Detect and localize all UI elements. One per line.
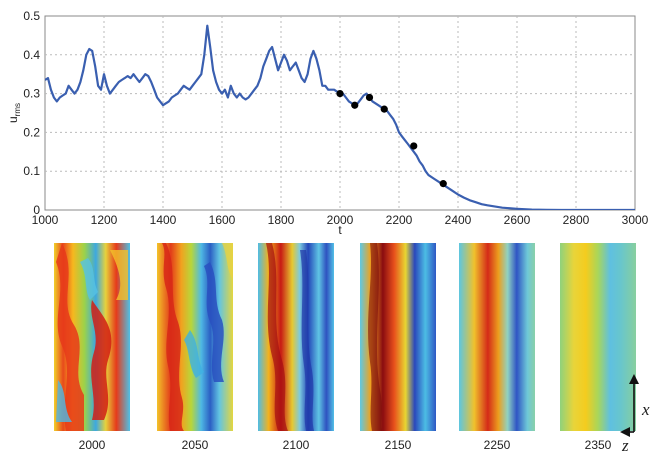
- snapshot-2100: [258, 243, 334, 431]
- snapshot-marker: [410, 142, 418, 150]
- snapshot-marker: [351, 101, 359, 109]
- plot-area: 1000 1200 1400 1600 1800 2000 2200 2400 2600 2800…: [23, 9, 648, 227]
- x-axis-label: t: [338, 223, 342, 237]
- x-direction-label: x: [641, 400, 650, 419]
- axis-orientation: x z: [620, 374, 650, 455]
- svg-text:urms: urms: [6, 103, 22, 123]
- snapshot-marker: [380, 105, 388, 113]
- snapshot-2050: [157, 243, 233, 431]
- y-tick-label: 0.5: [23, 9, 40, 23]
- snapshot-2250: [459, 243, 535, 431]
- y-tick-label: 0.3: [23, 87, 40, 101]
- snapshot-marker: [336, 90, 344, 98]
- z-direction-label: z: [621, 436, 629, 455]
- x-tick-label: 3000: [622, 213, 649, 227]
- y-tick-label: 0.1: [23, 164, 40, 178]
- snapshot-2150: [360, 243, 436, 431]
- x-tick-label: 1200: [91, 213, 118, 227]
- snapshot-marker: [439, 180, 447, 188]
- snapshot-label-2150: 2150: [385, 438, 412, 452]
- urms-series-line: [45, 24, 635, 210]
- snapshot-markers: [336, 90, 447, 188]
- x-tick-label: 2200: [386, 213, 413, 227]
- x-tick-label: 2400: [445, 213, 472, 227]
- x-tick-label: 1800: [268, 213, 295, 227]
- x-tick-label: 1000: [32, 213, 59, 227]
- y-tick-label: 0: [33, 203, 40, 217]
- y-axis-label: urms: [6, 103, 22, 123]
- snapshot-label-2050: 2050: [182, 438, 209, 452]
- snapshot-marker: [365, 93, 374, 102]
- x-tick-label: 2800: [563, 213, 590, 227]
- snapshot-label-2100: 2100: [283, 438, 310, 452]
- up-arrowhead-icon: [629, 374, 639, 384]
- x-tick-label: 2000: [327, 213, 354, 227]
- snapshot-row: 2000 2050 2100 2150 2250 2350: [54, 243, 636, 452]
- tick-labels: 1000 1200 1400 1600 1800 2000 2200 2400 2600 2800…: [23, 9, 648, 227]
- snapshot-2350: [560, 243, 636, 431]
- snapshot-label-2350: 2350: [585, 438, 612, 452]
- snapshot-label-2250: 2250: [484, 438, 511, 452]
- y-tick-label: 0.4: [23, 48, 40, 62]
- y-tick-label: 0.2: [23, 125, 40, 139]
- x-tick-label: 2600: [504, 213, 531, 227]
- snapshot-2000: [54, 243, 130, 431]
- plot-frame: [44, 15, 636, 211]
- left-arrowhead-icon: [620, 427, 630, 437]
- snapshot-label-2000: 2000: [79, 438, 106, 452]
- x-tick-label: 1400: [150, 213, 177, 227]
- x-tick-label: 1600: [209, 213, 236, 227]
